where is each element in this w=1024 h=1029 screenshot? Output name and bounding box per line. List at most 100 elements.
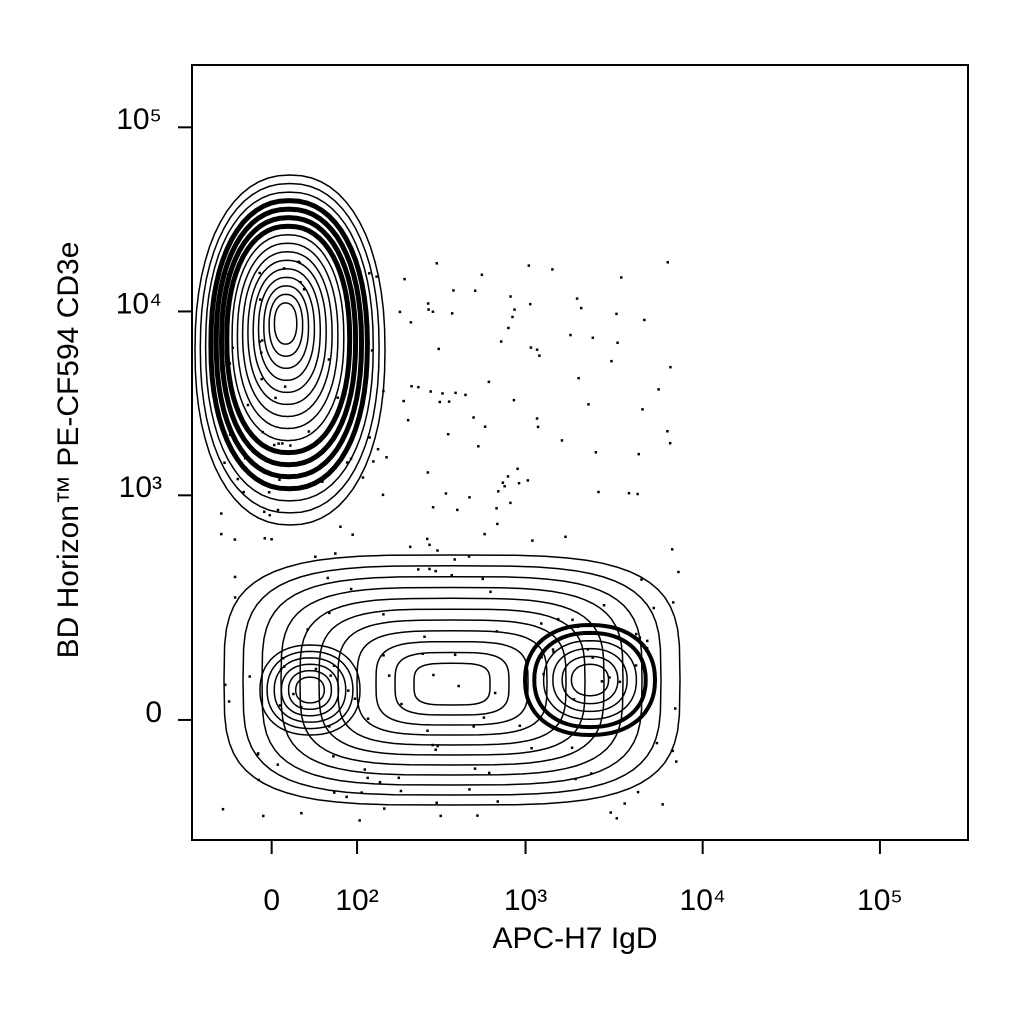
event-dot <box>277 442 280 445</box>
event-dot <box>476 814 479 817</box>
event-dot <box>283 385 287 388</box>
event-dot <box>328 425 331 429</box>
event-dot <box>292 692 295 696</box>
event-dot <box>495 507 498 510</box>
event-dot <box>344 392 347 396</box>
event-dot <box>336 396 340 399</box>
event-dot <box>345 795 348 799</box>
event-dot <box>552 650 555 654</box>
event-dot <box>333 791 336 794</box>
event-dot <box>571 618 574 622</box>
event-dot <box>256 753 259 756</box>
event-dot <box>438 400 442 404</box>
event-dot <box>634 632 638 636</box>
event-dot <box>452 289 455 292</box>
event-dot <box>454 391 457 395</box>
contour-line <box>532 630 648 730</box>
event-dot <box>497 490 500 493</box>
y-tick-label: 10⁴ <box>116 287 162 320</box>
contour-line <box>273 657 347 723</box>
contour-line <box>337 619 567 746</box>
event-dot <box>329 674 332 677</box>
event-dot <box>307 430 311 433</box>
contours <box>194 174 681 806</box>
event-dot <box>473 289 477 292</box>
event-dot <box>529 346 533 349</box>
event-dot <box>634 664 638 667</box>
event-dot <box>260 339 264 342</box>
x-tick-label: 10² <box>335 884 378 917</box>
y-tick-label: 0 <box>145 696 162 729</box>
x-tick-label: 10⁵ <box>857 884 903 917</box>
event-dot <box>643 318 646 322</box>
contour-line <box>231 233 345 442</box>
event-dot <box>483 532 486 536</box>
event-dot <box>468 788 471 791</box>
event-dot <box>645 646 649 650</box>
event-dot <box>641 408 644 411</box>
event-dot <box>347 689 350 692</box>
event-dot <box>591 656 594 659</box>
event-dot <box>242 490 245 494</box>
event-dot <box>435 801 438 805</box>
event-dot <box>385 456 388 459</box>
event-dot <box>381 493 385 497</box>
y-axis-label: BD Horizon™ PE-CF594 CD3e <box>52 242 85 659</box>
event-dot <box>321 480 324 483</box>
event-dot <box>397 776 401 780</box>
event-dot <box>574 777 577 781</box>
event-dot <box>610 359 613 363</box>
event-dot <box>358 819 361 822</box>
event-dot <box>328 611 331 615</box>
event-dot <box>263 537 267 540</box>
event-dot <box>229 433 232 436</box>
event-dot <box>527 264 531 267</box>
event-dot <box>535 417 539 420</box>
event-dot <box>530 746 533 750</box>
event-dot <box>531 539 534 542</box>
event-dot <box>483 425 487 428</box>
event-dot <box>417 568 420 571</box>
event-dot <box>594 451 598 454</box>
event-dot <box>363 768 367 771</box>
event-dot <box>542 672 545 676</box>
contour-line <box>561 655 619 705</box>
event-dot <box>677 570 680 574</box>
event-dot <box>403 277 406 281</box>
event-dot <box>538 354 541 357</box>
events <box>220 260 680 822</box>
contour-line <box>413 662 491 706</box>
event-dot <box>640 578 643 581</box>
event-dot <box>376 447 380 451</box>
contour-line <box>259 644 361 736</box>
event-dot <box>577 376 580 380</box>
event-dot <box>260 377 263 381</box>
event-dot <box>655 741 659 745</box>
event-dot <box>267 491 271 494</box>
contour-line <box>268 293 304 357</box>
event-dot <box>575 297 579 300</box>
event-dot <box>669 365 672 369</box>
event-dot <box>426 471 430 474</box>
event-dot <box>417 385 420 389</box>
event-dot <box>302 288 306 291</box>
event-dot <box>223 683 227 687</box>
event-dot <box>257 778 260 782</box>
contour-line <box>199 182 380 514</box>
event-dot <box>600 680 604 683</box>
event-dot <box>536 425 540 429</box>
event-dot <box>615 312 618 316</box>
event-dot <box>402 399 405 403</box>
event-dot <box>597 490 600 494</box>
event-dot <box>436 549 439 552</box>
event-dot <box>298 261 302 265</box>
event-dot <box>436 744 439 748</box>
event-dot <box>221 807 225 811</box>
event-dot <box>509 501 512 505</box>
event-dot <box>306 628 309 631</box>
event-dot <box>368 436 371 439</box>
event-dot <box>370 349 374 352</box>
event-dot <box>572 698 576 701</box>
event-dot <box>618 680 622 684</box>
